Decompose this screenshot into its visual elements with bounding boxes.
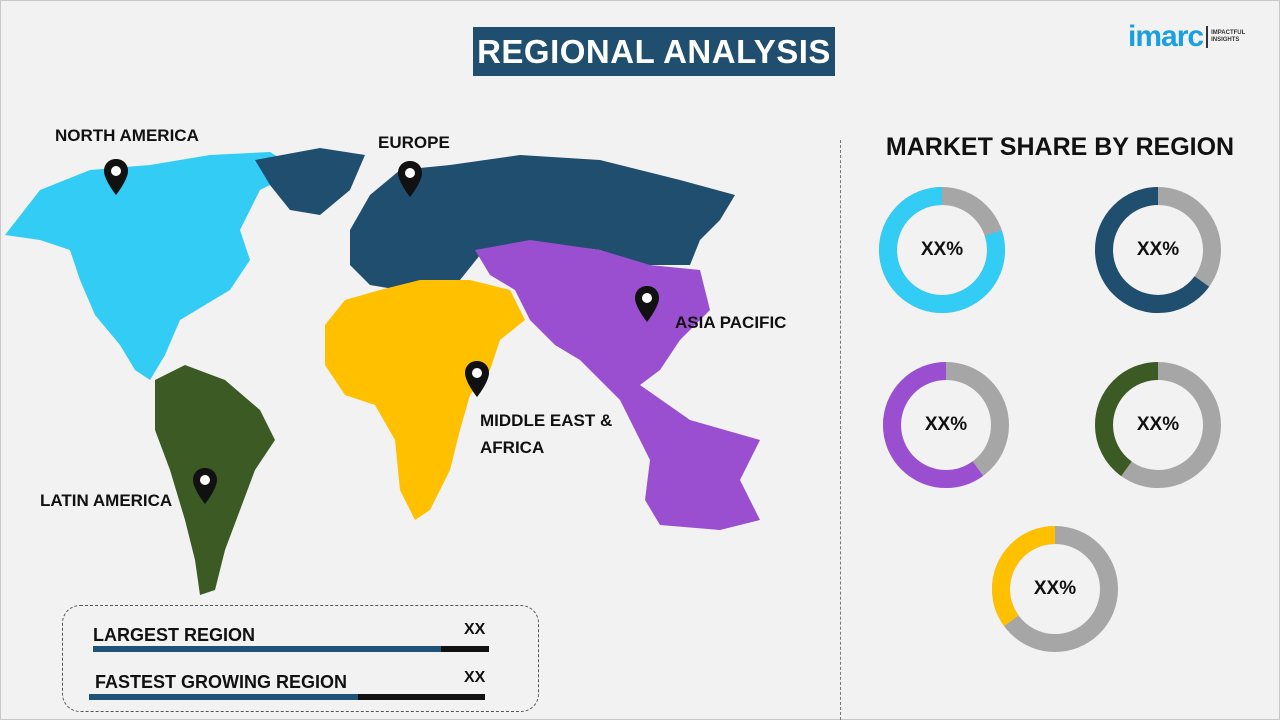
donut-label: XX% <box>1136 239 1180 260</box>
largest-region-value: XX <box>464 621 486 638</box>
map-pin-icon <box>465 361 489 397</box>
summary-box <box>62 605 539 712</box>
donut-share-arc <box>883 362 1009 488</box>
map-pin-icon <box>193 468 217 504</box>
label-north-america: NORTH AMERICA <box>55 126 199 145</box>
label-asia-pacific: ASIA PACIFIC <box>675 313 787 332</box>
map-pin-icon <box>398 161 422 197</box>
largest-region-bar <box>93 646 489 652</box>
logo-divider <box>1206 26 1209 48</box>
fastest-region-bar <box>89 694 485 700</box>
map-region-north-america <box>5 152 300 380</box>
donut-north-america: XX% <box>877 185 1007 315</box>
donut-label: XX% <box>1033 578 1077 599</box>
donut-label: XX% <box>924 414 968 435</box>
donut-asia-pacific: XX% <box>881 360 1011 490</box>
map-region-asia-pacific <box>475 240 760 530</box>
donut-share-arc <box>879 187 1005 313</box>
donut-europe: XX% <box>1093 185 1223 315</box>
donut-label: XX% <box>1136 414 1180 435</box>
world-map <box>5 148 760 595</box>
label-middle-east-africa: MIDDLE EAST & AFRICA <box>480 411 613 457</box>
logo-wordmark: imarc <box>1128 20 1204 53</box>
donut-share-arc <box>992 526 1118 652</box>
map-region-middle-east-africa <box>325 280 525 520</box>
map-pin-icon <box>635 286 659 322</box>
donut-latin-america: XX% <box>1093 360 1223 490</box>
donut-share-arc <box>1095 187 1221 313</box>
market-share-title: MARKET SHARE BY REGION <box>885 133 1235 161</box>
map-pin-icon <box>104 159 128 195</box>
largest-region-label: LARGEST REGION <box>93 625 256 645</box>
map-region-greenland <box>255 148 365 215</box>
map-region-europe <box>350 155 735 290</box>
label-latin-america: LATIN AMERICA <box>40 491 173 510</box>
page-title: REGIONAL ANALYSIS <box>473 27 835 76</box>
donut-label: XX% <box>920 239 964 260</box>
fastest-region-value: XX <box>464 669 486 686</box>
imarc-logo: imarc IMPACTFUL INSIGHTS <box>1128 20 1245 54</box>
logo-tagline: IMPACTFUL INSIGHTS <box>1211 30 1246 43</box>
section-divider <box>840 140 841 720</box>
donut-middle-east-africa: XX% <box>990 524 1120 654</box>
fastest-region-label: FASTEST GROWING REGION <box>95 672 348 692</box>
donut-share-arc <box>1095 362 1221 488</box>
label-europe: EUROPE <box>378 133 450 152</box>
